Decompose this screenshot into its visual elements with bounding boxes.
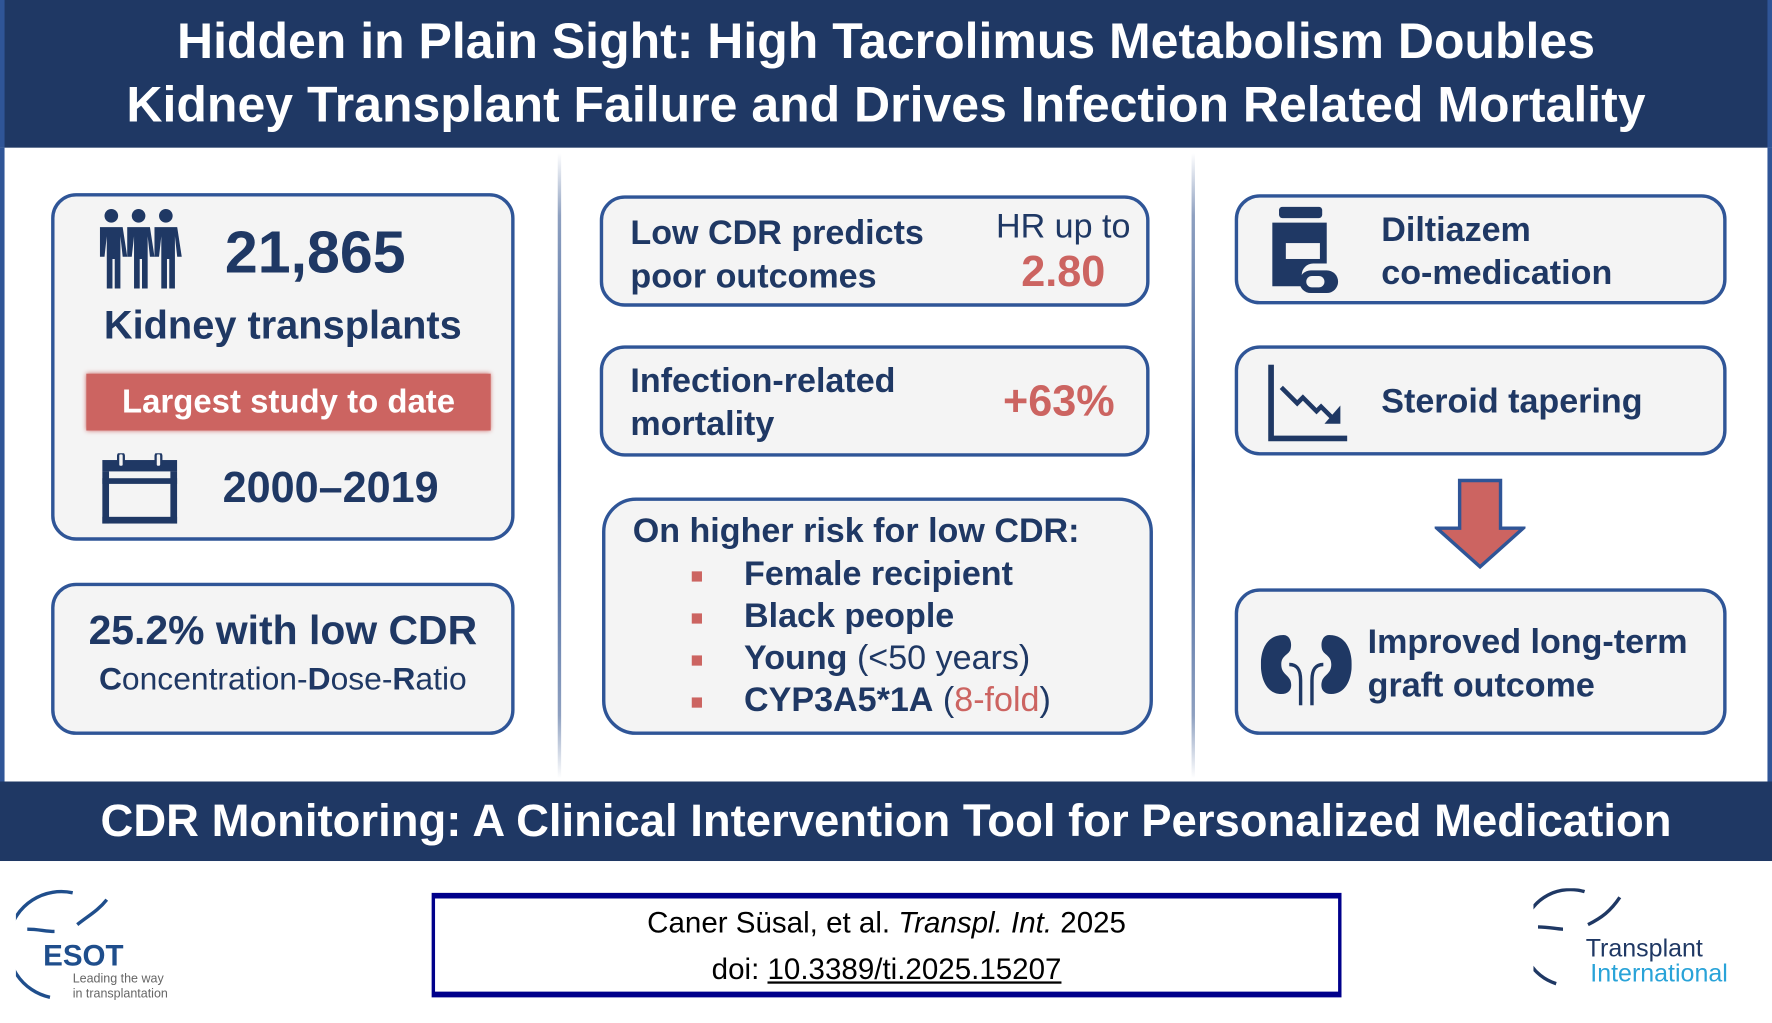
medication-bottle-icon: [1272, 206, 1339, 294]
ti-line2: International: [1590, 958, 1728, 988]
risk-item: Young (<50 years): [744, 640, 1030, 679]
bullet-icon: [691, 655, 702, 666]
ti-line1: Transplant: [1585, 933, 1703, 963]
risk-item-label: Young: [744, 639, 848, 677]
citation-year: 2025: [1052, 905, 1126, 940]
esot-tagline-2: in transplantation: [72, 987, 168, 1001]
mortality-card: Infection-related mortality +63%: [599, 345, 1150, 457]
study-period: 2000–2019: [222, 464, 439, 513]
column-divider: [557, 153, 562, 779]
risk-item-label: Black people: [744, 597, 955, 635]
hr-label: HR up to: [995, 207, 1131, 246]
diltiazem-line1: Diltiazem: [1381, 211, 1531, 249]
doi-label: doi:: [711, 951, 768, 986]
cdr-def-part: D: [307, 661, 331, 697]
cdr-def-part: oncentration-: [121, 661, 308, 697]
esot-tagline-1: Leading the way: [72, 972, 164, 986]
column-divider: [1191, 153, 1195, 779]
mortality-line2: mortality: [630, 405, 775, 444]
hr-value: 2.80: [1021, 248, 1106, 297]
citation-line: Caner Süsal, et al. Transpl. Int. 2025: [435, 905, 1338, 940]
mortality-text: Infection-related mortality: [630, 360, 895, 446]
risk-item: CYP3A5*1A (8-fold): [744, 682, 1051, 721]
cdr-definition: Concentration-Dose-Ratio: [55, 661, 512, 697]
study-size-card: 21,865 Kidney transplants Largest study …: [51, 193, 515, 541]
bullet-icon: [691, 697, 702, 708]
citation-box: Caner Süsal, et al. Transpl. Int. 2025 d…: [431, 892, 1342, 998]
cdr-def-part: R: [392, 661, 416, 697]
mortality-line1: Infection-related: [630, 362, 896, 400]
graft-text: Improved long-term graft outcome: [1368, 621, 1688, 707]
paren: (: [847, 639, 869, 677]
risk-heading: On higher risk for low CDR:: [632, 512, 1080, 550]
mortality-value: +63%: [1002, 378, 1115, 426]
citation-journal: Transpl. Int.: [898, 905, 1053, 940]
risk-item: Black people: [744, 597, 954, 636]
hr-card-line1: Low CDR predicts: [630, 214, 924, 253]
transplant-count-label: Kidney transplants: [103, 303, 462, 348]
risk-item-detail: <50 years: [868, 639, 1019, 677]
esot-logo: ESOT Leading the way in transplantation: [15, 888, 186, 1006]
conclusion-banner: CDR Monitoring: A Clinical Intervention …: [0, 781, 1772, 862]
title-line-2: Kidney Transplant Failure and Drives Inf…: [126, 77, 1646, 133]
graft-outcome-card: Improved long-term graft outcome: [1234, 588, 1727, 735]
calendar-icon: [102, 453, 178, 524]
steroid-text: Steroid tapering: [1381, 382, 1643, 421]
header-banner: Hidden in Plain Sight: High Tacrolimus M…: [0, 0, 1772, 148]
declining-chart-icon: [1268, 364, 1348, 442]
people-icon: [99, 209, 182, 289]
doi-line: doi: 10.3389/ti.2025.15207: [435, 952, 1338, 987]
esot-arc-logo-icon: [15, 889, 109, 999]
low-cdr-card: 25.2% with low CDR Concentration-Dose-Ra…: [51, 582, 515, 735]
diltiazem-card: Diltiazem co-medication: [1234, 194, 1727, 305]
paren: ): [1018, 639, 1031, 677]
paren: (: [933, 681, 955, 720]
cdr-def-part: C: [98, 661, 122, 697]
hr-card: Low CDR predicts poor outcomes HR up to …: [599, 195, 1150, 307]
risk-item-label: Female recipient: [744, 555, 1013, 593]
hr-card-line2: poor outcomes: [630, 257, 877, 296]
transplant-international-logo: Transplant International: [1533, 888, 1760, 990]
risk-factors-card: On higher risk for low CDR: Female recip…: [602, 497, 1153, 735]
title-line-1: Hidden in Plain Sight: High Tacrolimus M…: [176, 13, 1596, 70]
transplant-count: 21,865: [224, 220, 406, 287]
content-area: [0, 147, 1772, 782]
citation-authors: Caner Süsal, et al.: [647, 905, 899, 940]
bullet-icon: [691, 613, 702, 624]
risk-item-label: CYP3A5*1A: [744, 681, 934, 720]
esot-tagline: Leading the way in transplantation: [73, 972, 168, 1002]
risk-item: Female recipient: [744, 555, 1013, 594]
ti-arc-logo-icon: [1533, 888, 1622, 986]
paren: ): [1039, 681, 1051, 720]
down-arrow-icon: [1434, 478, 1526, 570]
graft-line1: Improved long-term: [1367, 623, 1688, 662]
bullet-icon: [691, 571, 702, 582]
doi-link[interactable]: 10.3389/ti.2025.15207: [767, 951, 1062, 986]
steroid-card: Steroid tapering: [1234, 345, 1727, 456]
hr-card-text: Low CDR predicts poor outcomes: [630, 212, 923, 298]
esot-name: ESOT: [43, 938, 124, 973]
cdr-def-part: ose-: [330, 661, 393, 697]
risk-item-detail: 8-fold: [954, 681, 1040, 720]
low-cdr-percentage: 25.2% with low CDR: [88, 606, 478, 654]
diltiazem-line2: co-medication: [1381, 254, 1613, 292]
graft-line2: graft outcome: [1367, 666, 1595, 705]
kidney-icon: [1260, 634, 1352, 706]
cdr-def-part: atio: [415, 661, 467, 697]
largest-study-badge: Largest study to date: [86, 373, 491, 431]
diltiazem-text: Diltiazem co-medication: [1381, 209, 1612, 295]
